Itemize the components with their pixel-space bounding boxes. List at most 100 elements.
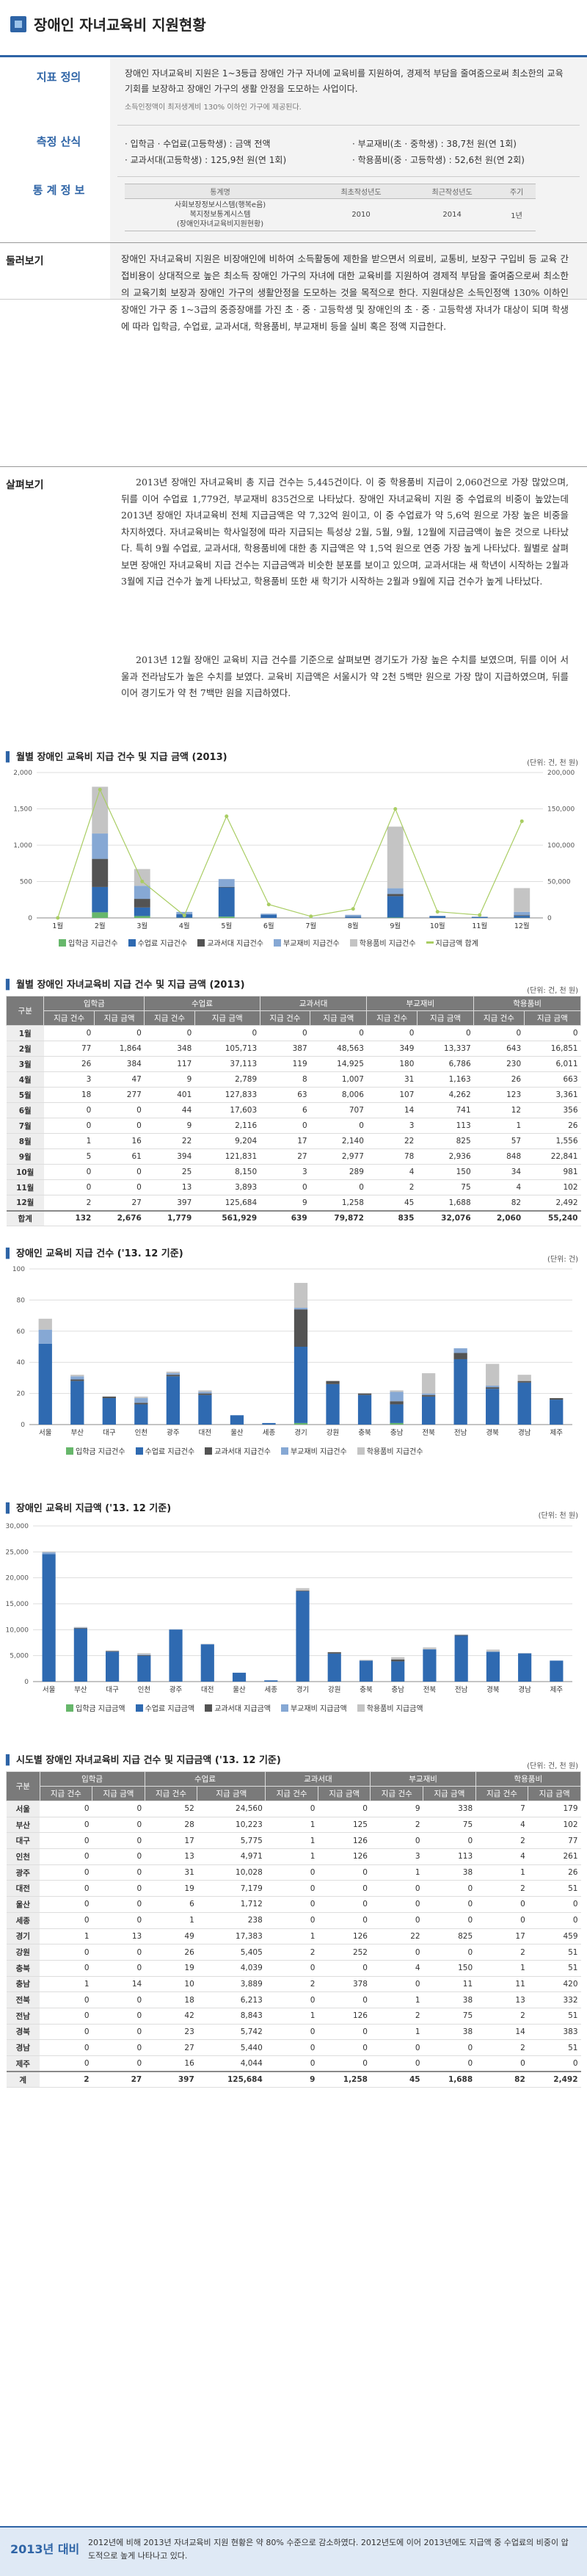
table-cell: 0 bbox=[194, 1025, 260, 1041]
table-cell: 23 bbox=[145, 2024, 197, 2041]
x-tick-label: 9월 bbox=[390, 922, 401, 930]
bar-segment bbox=[294, 1283, 308, 1308]
bar-segment bbox=[390, 1392, 404, 1402]
table-cell: 0 bbox=[318, 2024, 371, 2041]
table-row: 2월 77 1,864 348 105,713 387 48,563 349 13,337 643… bbox=[6, 1041, 581, 1057]
bar-segment bbox=[134, 916, 150, 918]
table-cell: 0 bbox=[318, 1991, 371, 2008]
table-cell: 0 bbox=[92, 2024, 145, 2041]
table-cell: 0 bbox=[370, 1912, 423, 1929]
bar-segment bbox=[518, 1653, 532, 1682]
table-cell: 9 bbox=[144, 1118, 195, 1134]
bar-segment bbox=[421, 1396, 436, 1425]
bar-segment bbox=[198, 1394, 212, 1425]
region-amount-chart: 0 5,000 10,000 15,000 20,000 25,000 30,000 서울 부산… bbox=[6, 1523, 572, 1694]
total-amount-point bbox=[351, 907, 355, 911]
table-cell: 3,893 bbox=[194, 1179, 260, 1195]
x-tick-label: 인천 bbox=[138, 1686, 150, 1694]
x-tick-label: 충북 bbox=[360, 1686, 373, 1694]
table-cell: 825 bbox=[417, 1133, 474, 1149]
table-cell: 5,440 bbox=[197, 2039, 266, 2056]
table-cell: 0 bbox=[40, 1832, 92, 1850]
table-cell: 22,841 bbox=[524, 1148, 581, 1165]
table-cell: 82 bbox=[475, 2071, 528, 2088]
table-cell: 0 bbox=[260, 1179, 310, 1195]
analysis-label: 살펴보기 bbox=[6, 480, 44, 491]
legend-label: 수업료 지급건수 bbox=[145, 1448, 195, 1456]
sub-header: 지급 건수 bbox=[259, 1010, 311, 1026]
bar-segment bbox=[517, 1382, 531, 1425]
legend-label: 부교재비 지급금액 bbox=[290, 1705, 347, 1713]
table-cell: 0 bbox=[92, 1832, 145, 1850]
bar-segment bbox=[486, 1386, 500, 1388]
x-tick-label: 3월 bbox=[136, 922, 147, 930]
table-cell: 349 bbox=[366, 1041, 418, 1057]
bar-segment bbox=[38, 1343, 52, 1425]
table-cell: 26 bbox=[524, 1118, 581, 1134]
table-cell: 2,492 bbox=[528, 2071, 581, 2088]
table-cell: 0 bbox=[92, 1896, 145, 1913]
total-row: 합계 132 2,676 1,779 561,929 639 79,872 835 32,076… bbox=[6, 1209, 581, 1226]
sub-header: 지급 금액 bbox=[523, 1010, 582, 1026]
table-cell: 45 bbox=[370, 2071, 423, 2088]
table-cell: 1,258 bbox=[310, 1195, 367, 1211]
bar-segment bbox=[514, 915, 531, 916]
table-cell: 394 bbox=[144, 1148, 195, 1165]
table-cell: 2 bbox=[370, 2008, 423, 2025]
legend-label: 교과서대 지급건수 bbox=[207, 940, 263, 948]
x-tick-label: 7월 bbox=[305, 922, 316, 930]
table-row: 부산 0 0 28 10,223 1 125 2 75 4 102 bbox=[6, 1817, 581, 1834]
table-cell: 4,971 bbox=[197, 1848, 266, 1865]
table-cell: 0 bbox=[94, 1164, 145, 1180]
table-cell: 0 bbox=[92, 1991, 145, 2008]
table-cell: 10,223 bbox=[197, 1817, 266, 1834]
table-cell: 0 bbox=[318, 1960, 371, 1977]
x-tick-label: 부산 bbox=[71, 1429, 84, 1437]
table-cell: 6,011 bbox=[524, 1056, 581, 1072]
analysis-paragraph-2: 2013년 12월 장애인 교육비 지급 건수를 기준으로 살펴보면 경기도가 … bbox=[121, 654, 569, 698]
sub-header: 지급 금액 bbox=[310, 1010, 368, 1026]
table-cell: 0 bbox=[370, 1880, 423, 1897]
table-row: 6월 0 0 44 17,603 6 707 14 741 12 356 bbox=[6, 1102, 581, 1118]
table-cell: 3,889 bbox=[197, 1976, 266, 1993]
table-cell: 51 bbox=[528, 2039, 581, 2056]
table-cell: 1,688 bbox=[417, 1195, 474, 1211]
table-cell: 38 bbox=[423, 1991, 476, 2008]
total-amount-point bbox=[393, 807, 398, 811]
group-header: 수업료 bbox=[144, 996, 260, 1011]
x-tick-label: 4월 bbox=[179, 922, 190, 930]
table-cell: 3,361 bbox=[524, 1087, 581, 1103]
bar-segment bbox=[327, 1653, 341, 1682]
sub-header: 지급 금액 bbox=[423, 1786, 476, 1801]
table-cell: 2,936 bbox=[417, 1148, 474, 1165]
legend-label: 교과서대 지급금액 bbox=[214, 1705, 271, 1713]
x-tick-label: 전북 bbox=[422, 1429, 435, 1437]
group-header: 입학금 bbox=[43, 996, 145, 1011]
table-cell: 356 bbox=[524, 1102, 581, 1118]
table-cell: 26 bbox=[528, 1864, 581, 1881]
table-row: 1월 0 0 0 0 0 0 0 0 0 0 bbox=[6, 1025, 581, 1041]
table-cell: 77 bbox=[43, 1041, 95, 1057]
chart3-legend: 입학금 지급건수 수업료 지급건수 교과서대 지급건수 부교재비 지급건수 학용품비 지… bbox=[66, 1445, 423, 1456]
y-tick-label: 20,000 bbox=[6, 1575, 29, 1582]
table-cell: 8,843 bbox=[197, 2008, 266, 2025]
legend-swatch bbox=[280, 1447, 288, 1455]
legend-swatch bbox=[135, 1447, 143, 1455]
table-cell: 0 bbox=[528, 2055, 581, 2072]
table-cell: 0 bbox=[92, 2008, 145, 2025]
table-cell: 0 bbox=[40, 1991, 92, 2008]
legend-item: 학용품비 지급건수 bbox=[349, 937, 416, 948]
table-cell: 0 bbox=[40, 1960, 92, 1977]
table-cell: 13,337 bbox=[417, 1041, 474, 1057]
bar-segment bbox=[137, 1654, 151, 1655]
table-cell: 11 bbox=[475, 1976, 528, 1993]
table-cell: 0 bbox=[92, 2055, 145, 2072]
table-cell: 0 bbox=[310, 1025, 367, 1041]
sub-header: 지급 건수 bbox=[475, 1786, 529, 1801]
chart3-title: 장애인 교육비 지급 건수 ('13. 12 기준) bbox=[6, 1245, 183, 1259]
table-cell: 0 bbox=[423, 1944, 476, 1961]
table-cell: 835 bbox=[366, 1209, 418, 1226]
table-cell: 12월 bbox=[6, 1195, 44, 1211]
legend-swatch bbox=[349, 938, 357, 947]
table-cell: 14,925 bbox=[310, 1056, 367, 1072]
